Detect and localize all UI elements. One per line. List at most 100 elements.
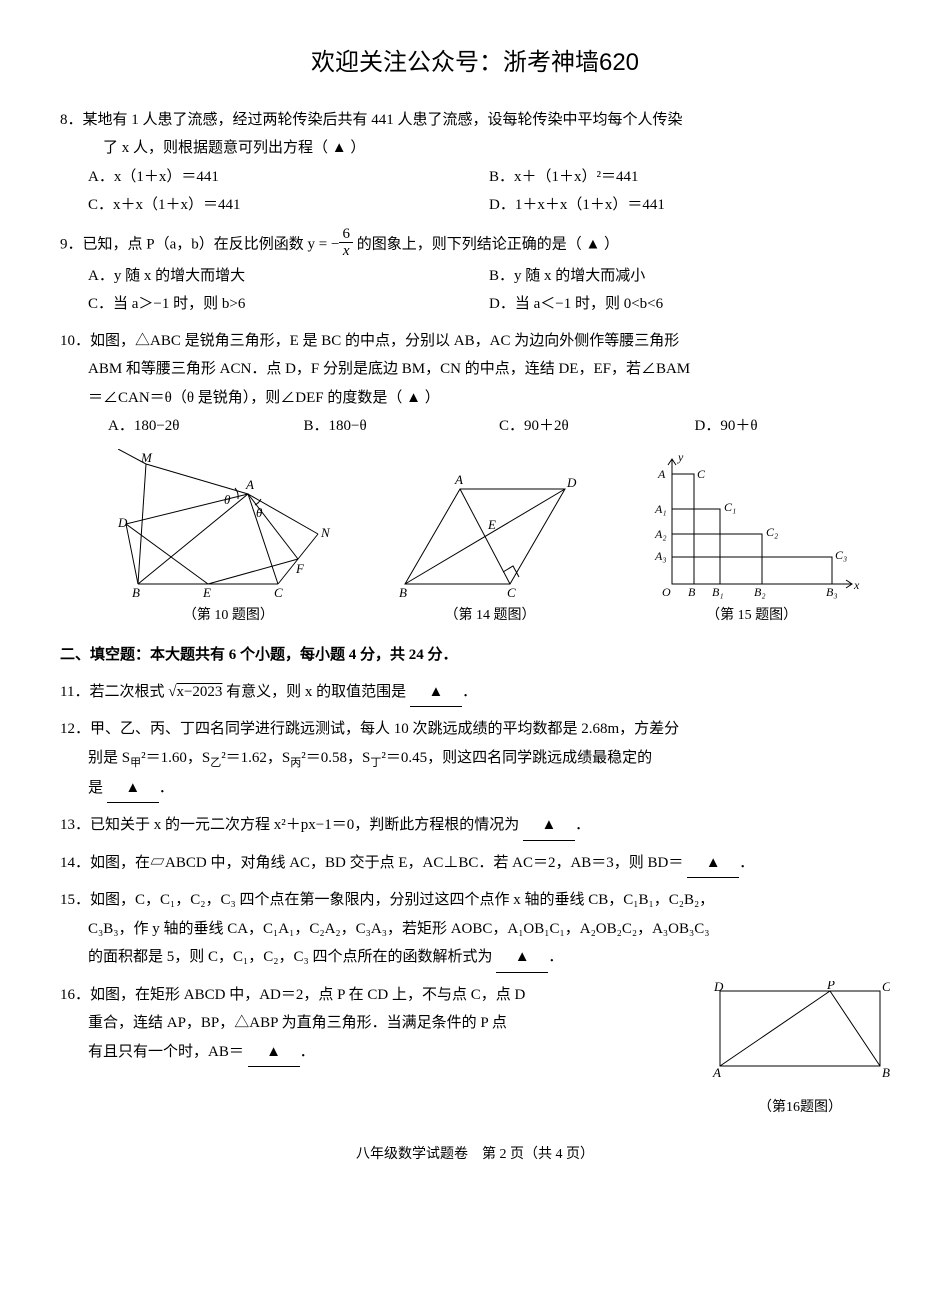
fig15-lbl-a3: A₃: [654, 549, 667, 563]
q8-line2: 了 x 人，则根据题意可列出方程（ ▲ ）: [60, 134, 890, 163]
q10-opt-c: C．90＋2θ: [499, 412, 695, 441]
figure-10-svg: M D B E C F N A θ θ: [118, 449, 338, 599]
q12-t2b: ²＝1.60，S: [141, 750, 210, 766]
question-12: 12．甲、乙、丙、丁四名同学进行跳远测试，每人 10 次跳远成绩的平均数都是 2…: [60, 715, 890, 803]
q9-opt-d: D．当 a＜−1 时，则 0<b<6: [489, 290, 890, 319]
q12-t2e: ²＝0.45，则这四名同学跳远成绩最稳定的: [381, 750, 652, 766]
q13-text2: ．: [575, 817, 590, 833]
q14-num: 14．: [60, 855, 90, 871]
fig10-lbl-f: F: [295, 561, 305, 576]
q15-blank: ▲: [496, 943, 548, 973]
q16-text4: ．: [300, 1044, 315, 1060]
figure-14-caption: （第 14 题图）: [395, 603, 585, 630]
fig15-lbl-b3: B₃: [826, 585, 838, 599]
q16-blank: ▲: [248, 1038, 300, 1068]
q12-sub3: 丙: [290, 757, 301, 769]
question-13: 13．已知关于 x 的一元二次方程 x²＋px−1＝0，判断此方程根的情况为 ▲…: [60, 811, 890, 841]
question-14: 14．如图，在▱ABCD 中，对角线 AC，BD 交于点 E，AC⊥BC．若 A…: [60, 849, 890, 879]
q15-line2: C₃B₃，作 y 轴的垂线 CA，C₁A₁，C₂A₂，C₃A₃，若矩形 AOBC…: [60, 915, 890, 944]
fig15-lbl-b2: B₂: [754, 585, 766, 599]
q16-text3: 有且只有一个时，AB＝: [88, 1044, 248, 1060]
q12-t2d: ²＝0.58，S: [301, 750, 370, 766]
fig14-lbl-e: E: [487, 517, 496, 532]
q12-line1: 12．甲、乙、丙、丁四名同学进行跳远测试，每人 10 次跳远成绩的平均数都是 2…: [60, 715, 890, 744]
q8-num: 8．: [60, 112, 83, 128]
fig15-lbl-y: y: [677, 450, 684, 464]
fig16-lbl-p: P: [826, 981, 835, 992]
fig10-lbl-b: B: [132, 585, 140, 599]
fig15-lbl-c3: C₃: [835, 548, 847, 562]
q12-sub4: 丁: [370, 757, 381, 769]
q9-opt-a: A．y 随 x 的增大而增大: [88, 262, 489, 291]
fig10-lbl-theta1: θ: [224, 492, 231, 507]
page-footer: 八年级数学试题卷 第 2 页（共 4 页）: [60, 1142, 890, 1169]
q9-opt-c: C．当 a＞−1 时，则 b>6: [88, 290, 489, 319]
fig14-lbl-b: B: [399, 585, 407, 599]
q15-num: 15．: [60, 892, 90, 908]
q8-opt-d: D．1＋x＋x（1＋x）＝441: [489, 191, 890, 220]
fig16-lbl-b: B: [882, 1065, 890, 1080]
fig14-lbl-c: C: [507, 585, 516, 599]
q10-opt-a: A．180−2θ: [108, 412, 304, 441]
q9-eq-pre: y = −: [308, 236, 340, 252]
figures-row: M D B E C F N A θ θ （第 10 题图）: [90, 449, 890, 630]
q10-num: 10．: [60, 333, 90, 349]
q12-text4: ．: [159, 780, 174, 796]
q11-text1: 若二次根式: [89, 684, 168, 700]
q11-num: 11．: [60, 684, 89, 700]
fig16-lbl-a: A: [712, 1065, 721, 1080]
q9-text1: 已知，点 P（a，b）在反比例函数: [83, 236, 308, 252]
q9-frac-den: x: [339, 243, 353, 260]
q12-text3: 是: [88, 780, 107, 796]
q8-text1: 某地有 1 人患了流感，经过两轮传染后共有 441 人患了流感，设每轮传染中平均…: [83, 112, 683, 128]
q10-line3: ＝∠CAN＝θ（θ 是锐角），则∠DEF 的度数是（ ▲ ）: [60, 384, 890, 413]
q11-text2: 有意义，则 x 的取值范围是: [222, 684, 410, 700]
q9-num: 9．: [60, 236, 83, 252]
q11-text3: ．: [462, 684, 477, 700]
figure-14: A D B C E （第 14 题图）: [395, 469, 585, 630]
q15-line1: 15．如图，C，C₁，C₂，C₃ 四个点在第一象限内，分别过这四个点作 x 轴的…: [60, 886, 890, 915]
q15-line3: 的面积都是 5，则 C，C₁，C₂，C₃ 四个点所在的函数解析式为 ▲．: [60, 943, 890, 973]
q10-line2: ABM 和等腰三角形 ACN．点 D，F 分别是底边 BM，CN 的中点，连结 …: [60, 355, 890, 384]
q15-text1: 如图，C，C₁，C₂，C₃ 四个点在第一象限内，分别过这四个点作 x 轴的垂线 …: [90, 892, 714, 908]
q8-line1: 8．某地有 1 人患了流感，经过两轮传染后共有 441 人患了流感，设每轮传染中…: [60, 106, 890, 135]
figure-16-svg: D P C A B: [710, 981, 890, 1081]
q10-text1: 如图，△ABC 是锐角三角形，E 是 BC 的中点，分别以 AB，AC 为边向外…: [90, 333, 679, 349]
q9-options: A．y 随 x 的增大而增大 B．y 随 x 的增大而减小 C．当 a＞−1 时…: [60, 262, 890, 319]
fig16-lbl-d: D: [713, 981, 724, 994]
figure-10-caption: （第 10 题图）: [118, 603, 338, 630]
figure-15-svg: y x O A C A₁ C₁ A₂ C₂ A₃ C₃ B B₁ B₂ B₃: [642, 449, 862, 599]
fig10-lbl-theta2: θ: [256, 505, 263, 520]
fig15-lbl-c: C: [697, 467, 706, 481]
q11-blank: ▲: [410, 678, 462, 708]
q14-text2: ．: [739, 855, 754, 871]
figure-14-svg: A D B C E: [395, 469, 585, 599]
q10-opt-b: B．180−θ: [304, 412, 500, 441]
q14-text: 如图，在▱ABCD 中，对角线 AC，BD 交于点 E，AC⊥BC．若 AC＝2…: [90, 855, 687, 871]
q12-line3: 是 ▲．: [60, 774, 890, 804]
page-header: 欢迎关注公众号：浙考神墙620: [60, 40, 890, 86]
fig15-lbl-a2: A₂: [654, 527, 667, 541]
fig10-lbl-n: N: [320, 525, 331, 540]
q13-num: 13．: [60, 817, 90, 833]
q15-text3: 的面积都是 5，则 C，C₁，C₂，C₃ 四个点所在的函数解析式为: [88, 949, 496, 965]
fig10-lbl-d: D: [118, 515, 128, 530]
q9-fraction: 6x: [339, 226, 353, 260]
fig15-lbl-a: A: [657, 467, 666, 481]
q16-text1: 如图，在矩形 ABCD 中，AD＝2，点 P 在 CD 上，不与点 C，点 D: [90, 987, 525, 1003]
fig15-lbl-o: O: [662, 585, 671, 599]
q8-text2: 了 x 人，则根据题意可列出方程（ ▲ ）: [103, 140, 365, 156]
question-15: 15．如图，C，C₁，C₂，C₃ 四个点在第一象限内，分别过这四个点作 x 轴的…: [60, 886, 890, 973]
q16-num: 16．: [60, 987, 90, 1003]
fig10-lbl-m: M: [140, 450, 153, 465]
q9-line: 9．已知，点 P（a，b）在反比例函数 y = −6x 的图象上，则下列结论正确…: [60, 228, 890, 262]
q12-sub2: 乙: [210, 757, 221, 769]
q9-frac-num: 6: [339, 226, 353, 244]
q13-blank: ▲: [523, 811, 575, 841]
section-2-title: 二、填空题：本大题共有 6 个小题，每小题 4 分，共 24 分．: [60, 641, 890, 670]
figure-15-caption: （第 15 题图）: [642, 603, 862, 630]
q12-t2a: 别是 S: [88, 750, 130, 766]
q15-text4: ．: [548, 949, 563, 965]
q12-num: 12．: [60, 721, 90, 737]
q10-opt-d: D．90＋θ: [695, 412, 891, 441]
